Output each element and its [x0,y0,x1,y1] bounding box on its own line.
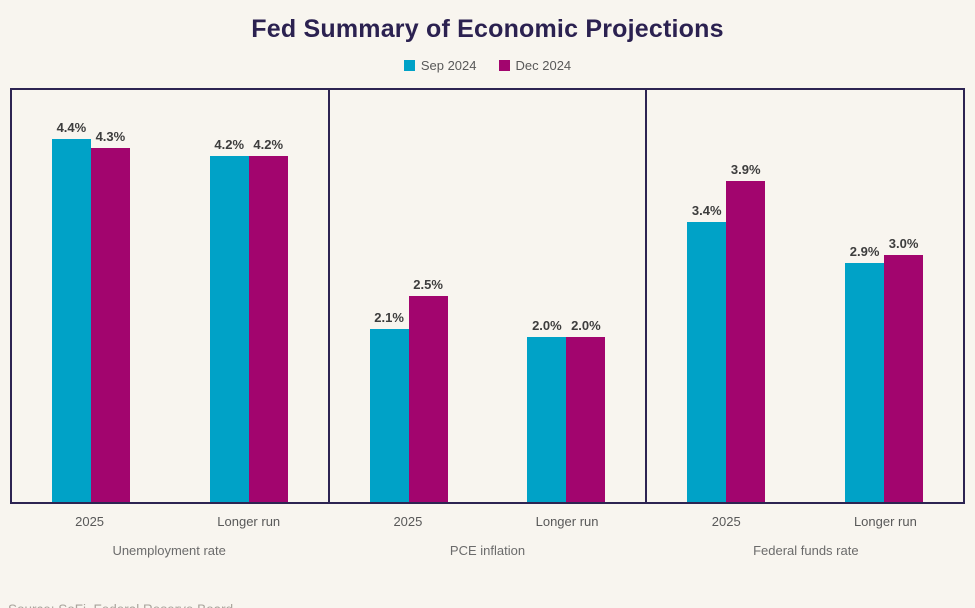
bar-group-2025: 4.4% 4.3% [12,90,170,502]
bar-dec-2024 [726,180,766,502]
bar-group-longer-run: 2.9% 3.0% [805,90,963,502]
category-label-2025: 2025 [393,514,423,529]
source-note: Source: SoFi, Federal Reserve Board [8,602,233,608]
value-label: 4.4% [56,120,87,136]
axis-panel-federal-funds-rate: 2025 Longer run [647,504,965,529]
bar-sep-2024 [687,221,727,502]
bar-sep-2024 [527,337,567,502]
panel-title-unemployment-rate: Unemployment rate [112,543,226,558]
bar-panel-federal-funds-rate: 3.4% 3.9% 2.9% 3.0% [647,90,963,502]
category-label-2025: 2025 [711,514,741,529]
panel-titles: Unemployment rate PCE inflation Federal fu… [10,529,965,558]
category-label-2025: 2025 [75,514,105,529]
bar-column-sep-2024: 3.4% [687,90,727,502]
bar-column-dec-2024: 2.0% [566,90,606,502]
value-label: 4.2% [253,136,284,152]
category-label-longer-run: Longer run [853,514,917,529]
value-label: 2.1% [374,309,404,325]
legend-item-dec-2024: Dec 2024 [498,57,572,73]
bar-sep-2024 [845,263,885,502]
bar-group-2025: 3.4% 3.9% [647,90,805,502]
axis-panel-unemployment-rate: 2025 Longer run [10,504,328,529]
bar-group-longer-run: 4.2% 4.2% [170,90,328,502]
value-label: 2.5% [413,277,443,292]
legend-swatch-dec-2024-icon [498,59,510,71]
bar-dec-2024 [248,155,288,502]
value-label: 2.0% [571,318,601,334]
bar-column-sep-2024: 2.1% [369,90,409,502]
value-label: 2.9% [849,244,880,260]
panel-title-pce-inflation: PCE inflation [449,543,526,558]
bar-column-dec-2024: 2.5% [408,90,448,502]
chart: 4.4% 4.3% 4.2% 4.2% 2.1% 2.5% 2.0% 2.0% 3.4% 3.9%… [10,88,965,504]
page-title: Fed Summary of Economic Projections [251,15,724,43]
value-label: 4.3% [95,128,126,144]
bar-column-dec-2024: 4.3% [90,90,130,502]
bar-dec-2024 [408,296,448,502]
bar-column-dec-2024: 3.0% [884,90,924,502]
chart-page: Fed Summary of Economic Projections Sep … [0,15,975,608]
bar-sep-2024 [51,139,91,502]
axis-panel-pce-inflation: 2025 Longer run [328,504,646,529]
category-label-longer-run: Longer run [535,514,599,529]
legend-item-sep-2024: Sep 2024 [403,57,477,73]
bar-panel-pce-inflation: 2.1% 2.5% 2.0% 2.0% [330,90,648,502]
bar-column-sep-2024: 2.0% [527,90,567,502]
value-label: 4.2% [214,136,245,152]
legend-label: Sep 2024 [420,57,477,73]
value-label: 3.4% [691,202,722,218]
bar-dec-2024 [90,147,130,502]
bar-column-dec-2024: 4.2% [248,90,288,502]
value-label: 2.0% [532,318,562,334]
bar-group-2025: 2.1% 2.5% [330,90,488,502]
value-label: 3.0% [888,235,919,251]
category-label-longer-run: Longer run [217,514,281,529]
bar-group-longer-run: 2.0% 2.0% [488,90,646,502]
bar-sep-2024 [369,328,409,502]
bar-column-sep-2024: 2.9% [845,90,885,502]
bar-dec-2024 [566,337,606,502]
category-axis: 2025 Longer run 2025 Longer run 2025 Longer r… [10,504,965,529]
bar-column-dec-2024: 3.9% [726,90,766,502]
value-label: 3.9% [730,161,761,177]
legend-swatch-sep-2024-icon [403,59,415,71]
legend-label: Dec 2024 [515,57,572,73]
legend: Sep 2024 Dec 2024 [0,57,975,73]
bar-sep-2024 [209,155,249,502]
bar-column-sep-2024: 4.2% [209,90,249,502]
bar-panel-unemployment-rate: 4.4% 4.3% 4.2% 4.2% [12,90,330,502]
panel-title-federal-funds-rate: Federal funds rate [753,543,859,558]
bar-column-sep-2024: 4.4% [51,90,91,502]
bar-dec-2024 [884,254,924,502]
